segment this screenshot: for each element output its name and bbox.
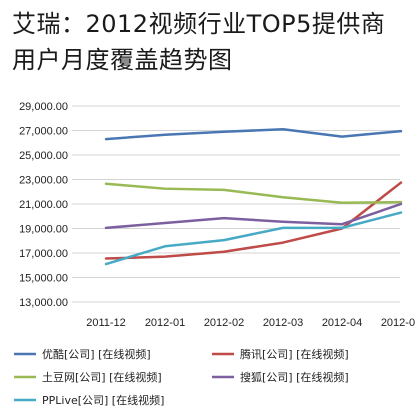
legend-label: PPLive[公司] [在线视频] (42, 393, 164, 407)
x-tick-label: 2012-02 (204, 317, 244, 329)
series-line (104, 202, 403, 230)
series-line (104, 182, 403, 205)
legend-label: 腾讯[公司] [在线视频] (240, 347, 349, 361)
y-tick-label: 15,000.00 (19, 273, 68, 285)
y-tick-label: 29,000.00 (19, 101, 68, 113)
x-tick-label: 2012-03 (263, 317, 303, 329)
y-tick-label: 27,000.00 (19, 126, 68, 138)
y-tick-label: 19,000.00 (19, 224, 68, 236)
x-tick-label: 2012-01 (145, 317, 185, 329)
x-tick-label: 2012-04 (322, 317, 362, 329)
y-tick-label: 25,000.00 (19, 150, 68, 162)
y-tick-label: 13,000.00 (19, 297, 68, 309)
y-tick-label: 17,000.00 (19, 248, 68, 260)
legend-label: 土豆网[公司] [在线视频] (42, 370, 162, 384)
x-tick-label: 2011-12 (86, 317, 126, 329)
y-tick-label: 21,000.00 (19, 199, 68, 211)
legend-label: 优酷[公司] [在线视频] (42, 347, 151, 361)
legend-label: 搜狐[公司] [在线视频] (240, 370, 349, 384)
series-line (104, 128, 403, 141)
y-tick-label: 23,000.00 (19, 175, 68, 187)
x-tick-label: 2012-05 (381, 317, 415, 329)
series-line (104, 211, 403, 266)
chart-title: 艾瑞：2012视频行业TOP5提供商用户月度覆盖趋势图 (12, 10, 386, 74)
